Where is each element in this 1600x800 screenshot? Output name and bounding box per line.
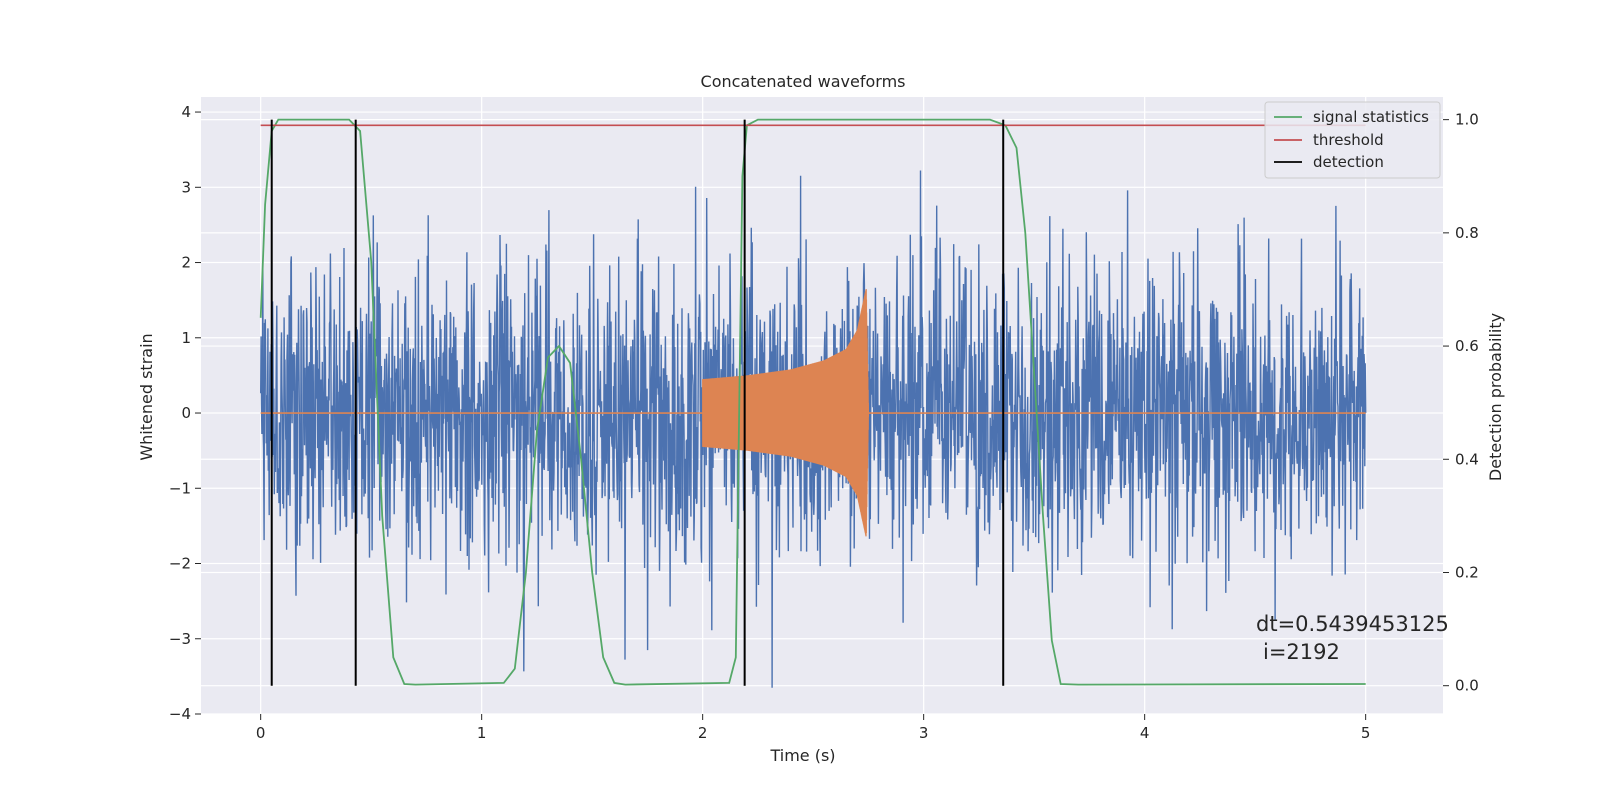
y-tick-label: −3 [169, 630, 191, 648]
legend-box [1264, 101, 1441, 179]
y-tick-label: 4 [181, 103, 191, 121]
x-tick-label: 5 [1361, 724, 1371, 742]
y-tick-label: 1 [181, 329, 191, 347]
y-axis-label: Whitened strain [137, 333, 156, 460]
injection-series [260, 289, 1366, 537]
y-tick-label: −4 [169, 705, 191, 723]
legend-label-threshold: threshold [1313, 131, 1384, 149]
x-tick-label: 4 [1140, 724, 1150, 742]
detection-series [270, 119, 1005, 686]
y2-tick-label: 1.0 [1455, 111, 1479, 129]
y2-tick-label: 0.6 [1455, 337, 1479, 355]
legend: signal statistics threshold detection [1264, 101, 1441, 179]
right-axis-ticks: 0.0 0.2 0.4 0.6 0.8 1.0 [1443, 111, 1479, 695]
y2-tick-label: 0.0 [1455, 677, 1479, 695]
x-axis-label: Time (s) [769, 746, 835, 765]
y2-tick-label: 0.8 [1455, 224, 1479, 242]
chart-title: Concatenated waveforms [701, 72, 906, 91]
x-tick-label: 2 [698, 724, 708, 742]
legend-label-detection: detection [1313, 153, 1384, 171]
signal-statistics-series [259, 118, 1366, 686]
x-tick-label: 3 [919, 724, 929, 742]
y2-axis-label: Detection probability [1486, 313, 1505, 481]
legend-label-signal-statistics: signal statistics [1313, 108, 1429, 126]
y-tick-label: 2 [181, 254, 191, 272]
y2-tick-label: 0.2 [1455, 563, 1479, 581]
annotation-dt: dt=0.5439453125 [1256, 612, 1449, 636]
signal-statistics-line [259, 118, 1366, 686]
x-axis-ticks: 0 1 2 3 4 5 [256, 714, 1371, 742]
x-tick-label: 0 [256, 724, 266, 742]
grid [201, 97, 1443, 715]
x-tick-label: 1 [477, 724, 487, 742]
left-axis-ticks: −4 −3 −2 −1 0 1 2 3 4 [169, 103, 201, 723]
y2-tick-label: 0.4 [1455, 450, 1479, 468]
y-tick-label: −2 [169, 555, 191, 573]
annotation-i: i=2192 [1263, 640, 1340, 664]
injection-line [702, 289, 870, 537]
y-tick-label: −1 [169, 479, 191, 497]
y-tick-label: 3 [181, 178, 191, 196]
y-tick-label: 0 [181, 404, 191, 422]
